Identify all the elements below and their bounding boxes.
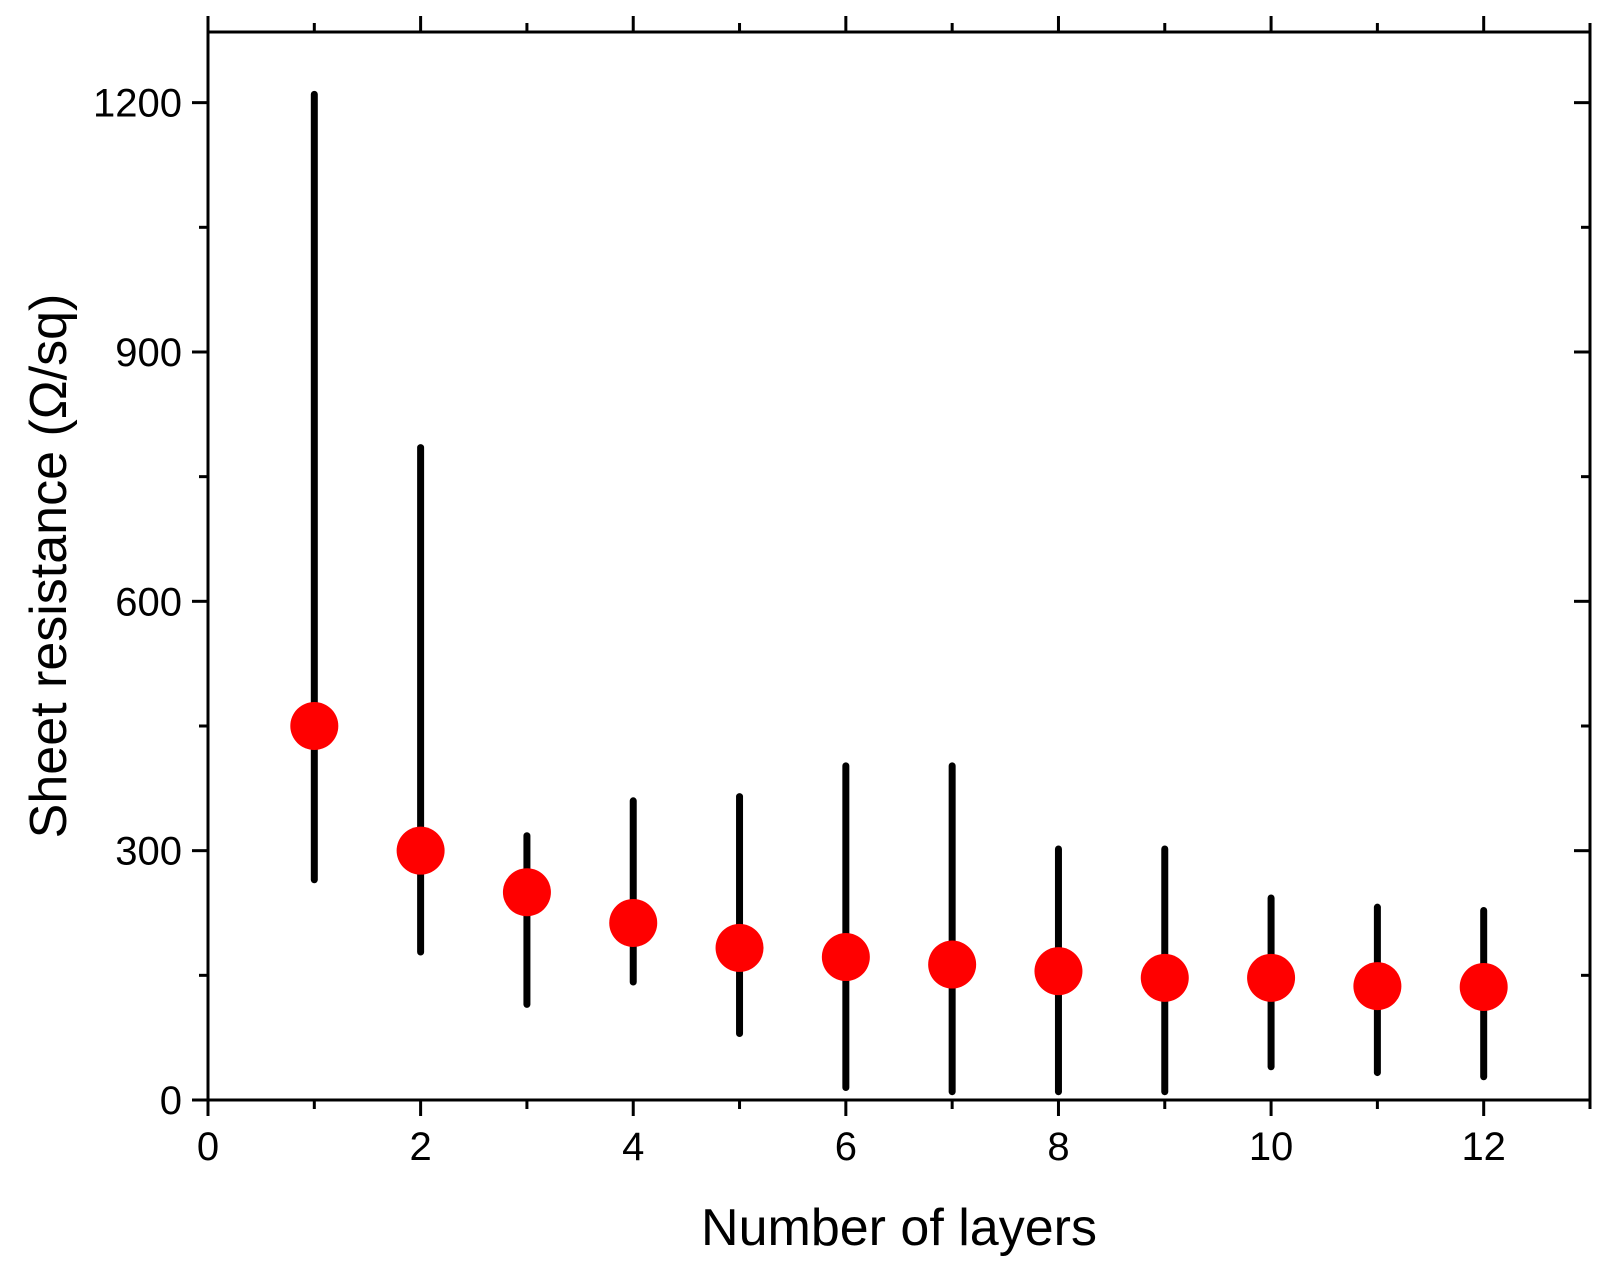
y-tick-label: 600 (115, 580, 182, 624)
y-tick-label: 300 (115, 830, 182, 874)
axes (192, 16, 1592, 1116)
x-tick-label: 4 (622, 1125, 644, 1169)
plot-frame (206, 30, 1592, 1102)
x-tick-label: 6 (835, 1125, 857, 1169)
data-point (821, 933, 870, 982)
y-axis-title: Sheet resistance (Ω/sq) (20, 294, 78, 839)
error-bars (310, 90, 1488, 1096)
data-point (715, 923, 764, 972)
data-point (1459, 962, 1508, 1011)
x-tick-label: 12 (1461, 1125, 1506, 1169)
y-tick-label: 900 (115, 331, 182, 375)
y-tick-label: 0 (160, 1079, 182, 1123)
data-point (1353, 962, 1402, 1011)
data-point (928, 940, 977, 989)
data-point (1034, 947, 1083, 996)
data-point (502, 868, 551, 917)
x-tick-label: 2 (409, 1125, 431, 1169)
x-tick-label: 10 (1249, 1125, 1294, 1169)
x-tick-label: 8 (1047, 1125, 1069, 1169)
data-point (609, 898, 658, 947)
y-tick-label: 1200 (93, 82, 182, 126)
data-point (290, 701, 339, 750)
data-point (1247, 953, 1296, 1002)
x-axis-title: Number of layers (701, 1199, 1097, 1257)
data-point (1140, 953, 1189, 1002)
x-tick-label: 0 (197, 1125, 219, 1169)
data-markers (290, 701, 1508, 1011)
tick-labels: 0 2 4 6 8 10 12 0 300 600 900 1200 (93, 82, 1506, 1169)
data-point (396, 826, 445, 875)
